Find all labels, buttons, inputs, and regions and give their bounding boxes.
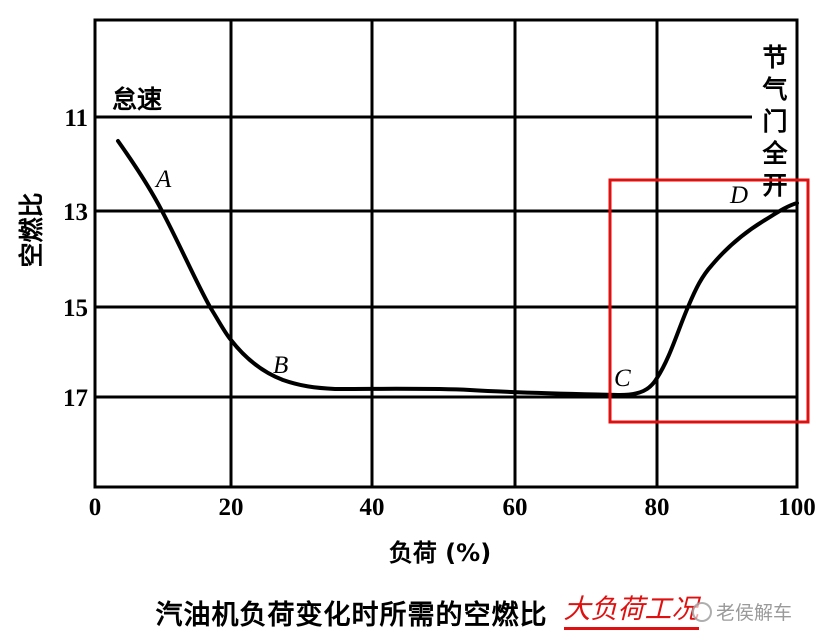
watermark-text: 老侯解车: [716, 602, 793, 624]
x-tick-label: 40: [360, 494, 385, 521]
point-d-label: D: [729, 182, 748, 209]
point-c-label: C: [614, 365, 631, 392]
wot-char: 开: [762, 171, 787, 200]
x-tick-label: 80: [645, 494, 670, 521]
wot-char: 全: [761, 139, 788, 168]
point-b-label: B: [273, 352, 288, 379]
x-tick-label: 60: [503, 494, 528, 521]
y-axis-ticks: 11 13 15 17: [63, 105, 88, 412]
x-tick-label: 100: [778, 494, 816, 521]
chat-bubble-icon: [692, 601, 712, 622]
y-tick-label: 11: [64, 105, 88, 132]
y-tick-label: 13: [63, 199, 88, 226]
wot-char: 门: [762, 107, 787, 136]
x-axis-ticks: 0 20 40 60 80 100: [89, 494, 816, 521]
wide-open-throttle-label: 节 气 门 全 开: [761, 43, 788, 200]
vertical-gridlines: [229, 20, 659, 487]
heavy-load-highlight-box: [608, 178, 810, 424]
wot-char: 节: [762, 43, 787, 72]
air-fuel-ratio-curve: [116, 139, 799, 398]
y-axis-title: 空燃比: [17, 192, 46, 267]
x-tick-label: 20: [219, 494, 244, 521]
y-tick-label: 15: [63, 295, 88, 322]
wot-char: 气: [761, 75, 787, 104]
point-a-label: A: [154, 166, 172, 193]
x-axis-title: 负荷 (%): [389, 539, 491, 567]
x-tick-label: 0: [89, 494, 102, 521]
plot-frame: [93, 18, 799, 489]
caption-main-text: 汽油机负荷变化时所需的空燃比: [155, 599, 548, 631]
watermark: 老侯解车: [692, 598, 792, 625]
horizontal-gridlines: [95, 115, 797, 399]
idle-label: 怠速: [112, 85, 162, 114]
figure-caption: 汽油机负荷变化时所需的空燃比 大负荷工况: [0, 590, 836, 634]
y-tick-label: 17: [63, 385, 88, 412]
caption-highlight-text: 大负荷工况: [563, 594, 699, 630]
